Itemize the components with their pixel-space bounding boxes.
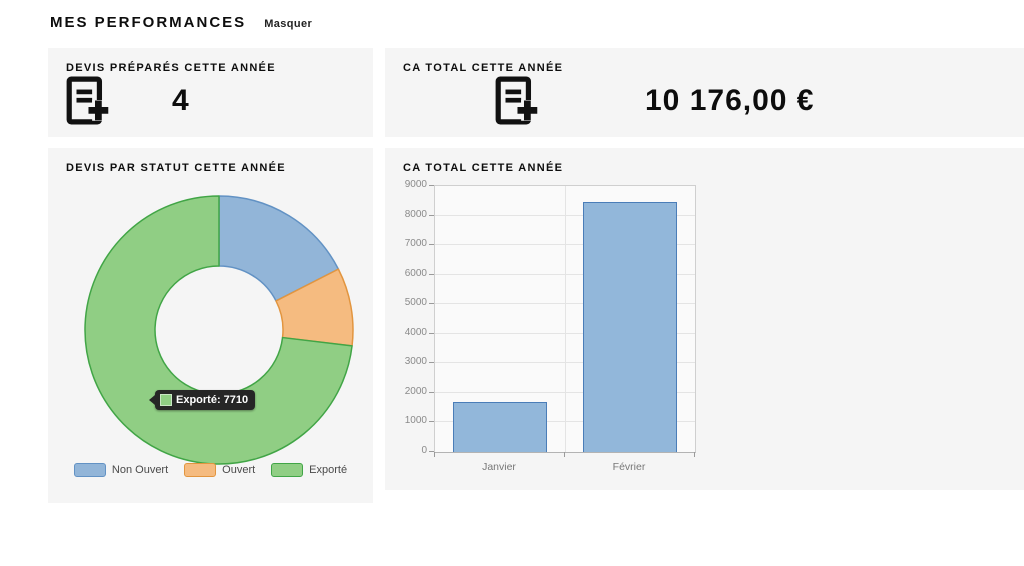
donut-chart-title: DEVIS PAR STATUT CETTE ANNÉE [66,162,286,174]
y-axis-tick-label: 9000 [404,179,427,190]
y-axis-tick-label: 6000 [404,267,427,279]
stat-card-devis-prepares: DEVIS PRÉPARÉS CETTE ANNÉE 4 [48,48,373,137]
x-axis-tick-mark [694,452,695,457]
legend-label: Non Ouvert [111,464,169,476]
tooltip-color-swatch [160,394,172,406]
y-axis-tick-label: 3000 [404,356,427,368]
bar-chart-card: CA TOTAL CETTE ANNÉE 0 1000 2000 3000 4000 50… [385,148,1024,490]
donut-chart-card: DEVIS PAR STATUT CETTE ANNÉE Exporté: 77… [48,148,373,503]
bar-chart-title: CA TOTAL CETTE ANNÉE [403,162,564,174]
page-title: MES PERFORMANCES [50,14,247,31]
bar-chart-plot-area [434,185,696,453]
hide-performances-link[interactable]: Masquer [264,18,313,30]
x-axis-category-label: Février [612,461,646,473]
y-axis-tick-label: 7000 [404,238,427,250]
legend-swatch [184,463,217,477]
legend-item-non-ouvert[interactable]: Non Ouvert [73,463,169,477]
donut-legend: Non Ouvert Ouvert Exporté [48,463,373,477]
y-axis-tick-mark [429,332,434,334]
legend-swatch [271,463,304,477]
x-axis-category-label: Janvier [482,461,516,473]
y-axis-tick-label: 5000 [404,297,427,309]
legend-label: Exporté [309,464,348,476]
donut-chart [83,194,355,466]
donut-chart-svg [84,195,354,465]
y-axis-tick-mark [429,362,434,364]
stat-row: 4 [48,76,373,126]
y-axis-tick-mark [429,451,434,452]
y-axis-tick-label: 1000 [404,415,427,427]
y-axis-tick-mark [429,185,434,186]
ca-total-value: 10 176,00 € [645,84,815,117]
donut-segment-non-ouvert[interactable] [218,195,340,302]
legend-label: Ouvert [222,464,256,476]
page-header: MES PERFORMANCES Masquer [50,14,312,31]
document-plus-icon [495,76,538,125]
y-axis-tick-label: 8000 [404,208,427,220]
x-axis-tick-mark [434,452,435,457]
y-axis-tick-label: 2000 [404,385,427,397]
y-axis-tick-mark [429,273,434,275]
y-axis-tick-mark [429,244,434,246]
bar-février[interactable] [583,201,677,452]
y-axis-tick-label: 4000 [404,326,427,338]
stat-card-title: DEVIS PRÉPARÉS CETTE ANNÉE [66,62,276,74]
y-axis-tick-mark [429,303,434,305]
y-axis-tick-mark [429,421,434,423]
legend-swatch [73,463,106,477]
stat-card-ca-total: CA TOTAL CETTE ANNÉE 10 176,00 € [385,48,1024,137]
chart-tooltip: Exporté: 7710 [148,390,256,410]
devis-count-value: 4 [172,84,190,117]
gridline-v [565,186,566,452]
y-axis-tick-mark [429,391,434,393]
document-plus-icon [66,76,109,125]
tooltip-text: Exporté: 7710 [176,394,249,406]
legend-item-exporté[interactable]: Exporté [271,463,347,477]
legend-item-ouvert[interactable]: Ouvert [184,463,255,477]
stat-card-title: CA TOTAL CETTE ANNÉE [403,62,564,74]
x-axis-tick-mark [564,452,565,457]
y-axis-tick-mark [429,214,434,216]
bar-janvier[interactable] [453,401,547,452]
y-axis-tick-label: 0 [421,445,427,456]
stat-row: 10 176,00 € [385,76,1024,126]
